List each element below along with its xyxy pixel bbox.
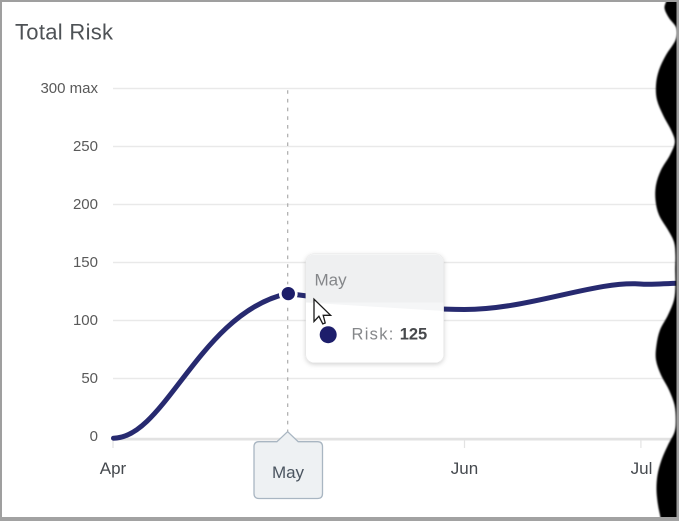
svg-text:Apr: Apr — [100, 459, 127, 478]
svg-text:0: 0 — [90, 428, 98, 445]
svg-text:May: May — [315, 271, 348, 290]
svg-text:Risk:: Risk: — [352, 326, 395, 344]
svg-text:May: May — [272, 463, 305, 482]
svg-text:Total Risk: Total Risk — [15, 20, 114, 45]
svg-text:150: 150 — [73, 254, 98, 271]
svg-text:200: 200 — [73, 196, 98, 213]
svg-text:50: 50 — [81, 370, 98, 387]
svg-text:125: 125 — [400, 326, 428, 344]
svg-text:Jul: Jul — [631, 459, 653, 478]
svg-text:250: 250 — [73, 138, 98, 155]
svg-text:100: 100 — [73, 312, 98, 329]
svg-text:300 max: 300 max — [40, 80, 98, 97]
svg-text:Jun: Jun — [451, 459, 478, 478]
